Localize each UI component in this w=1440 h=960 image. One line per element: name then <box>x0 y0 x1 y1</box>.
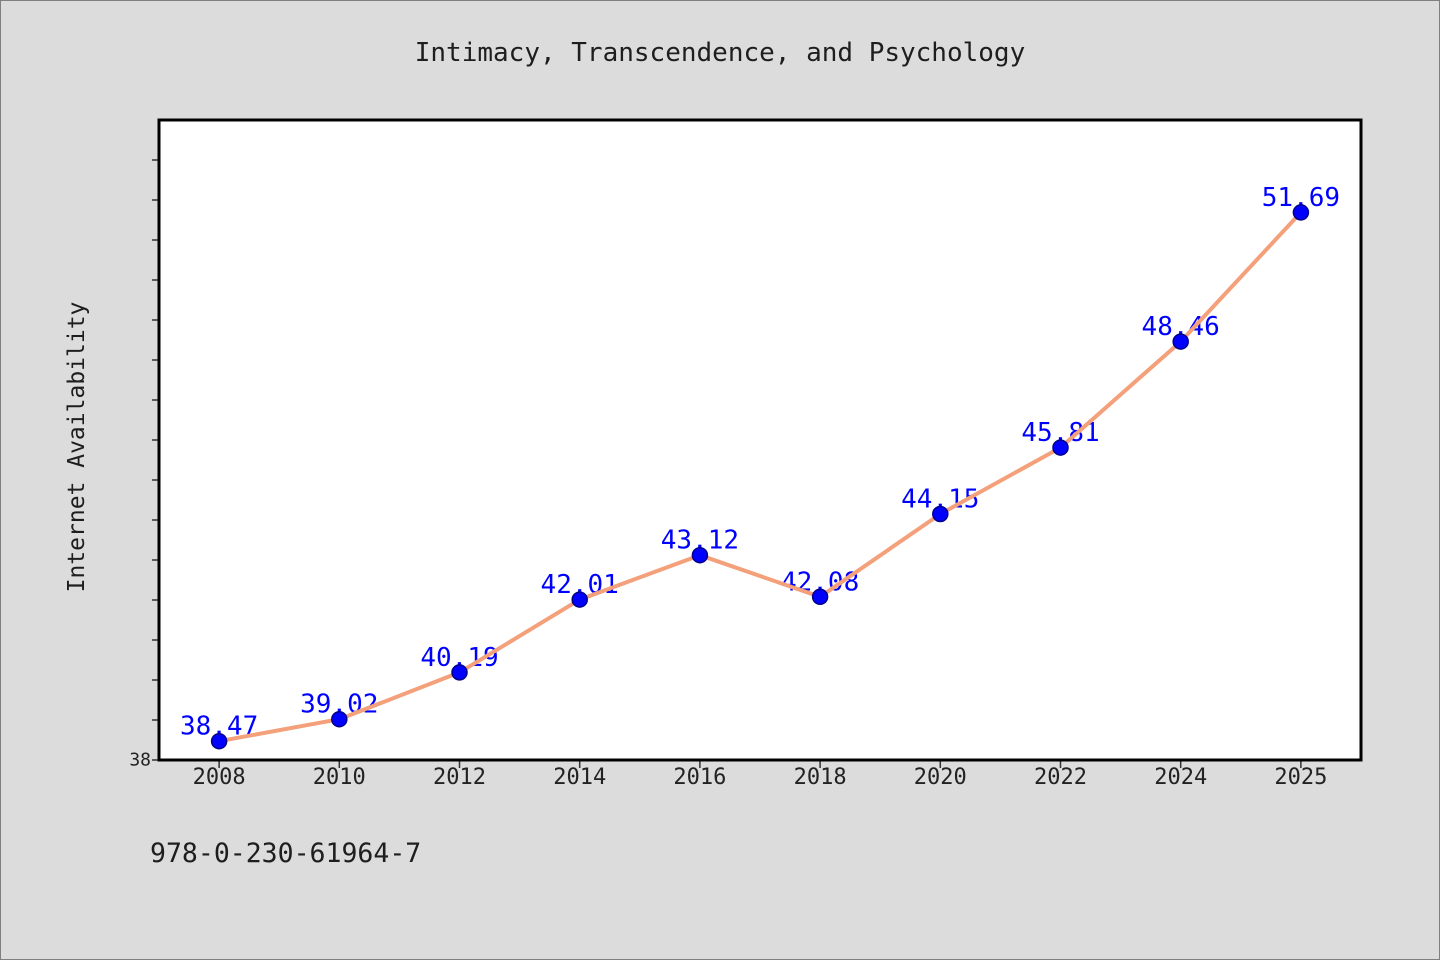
data-labels: 38.4739.0240.1942.0143.1242.0844.1545.81… <box>180 183 1340 742</box>
plot-frame <box>157 118 1363 762</box>
data-point-marker <box>811 588 829 606</box>
x-tick-label: 2012 <box>433 765 486 790</box>
x-tick-label: 2008 <box>193 765 246 790</box>
data-point-marker <box>210 732 228 750</box>
data-point-marker <box>1292 204 1310 221</box>
x-tick-label: 2025 <box>1274 765 1327 790</box>
data-point-marker <box>1052 439 1069 456</box>
x-tick-label: 2020 <box>914 765 967 790</box>
x-tick-label: 2022 <box>1034 765 1087 790</box>
y-tick-label: 38 <box>129 750 151 771</box>
x-axis: 2008 2010 2012 2014 2016 2018 2020 2022 2024 2025 <box>193 761 1327 790</box>
data-point-marker <box>451 664 468 681</box>
data-point-marker <box>932 505 949 523</box>
x-tick-label: 2014 <box>553 765 606 790</box>
data-markers <box>210 204 1310 750</box>
plot-area <box>159 120 1361 760</box>
x-tick-label: 2018 <box>794 765 847 790</box>
footer-code: 978-0-230-61964-7 <box>150 838 421 869</box>
x-tick-label: 2016 <box>673 765 726 790</box>
data-point-marker <box>1172 333 1189 350</box>
data-point-marker <box>331 710 348 728</box>
x-tick-label: 2010 <box>313 765 366 790</box>
data-point-marker <box>571 591 588 608</box>
chart-title: Intimacy, Transcendence, and Psychology <box>415 38 1025 68</box>
y-axis-label: Internet Availability <box>64 302 90 593</box>
x-tick-label: 2024 <box>1154 765 1207 790</box>
data-point-marker <box>691 546 709 564</box>
series-line <box>217 210 1303 744</box>
